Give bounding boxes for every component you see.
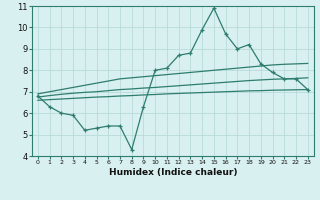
X-axis label: Humidex (Indice chaleur): Humidex (Indice chaleur)	[108, 168, 237, 177]
